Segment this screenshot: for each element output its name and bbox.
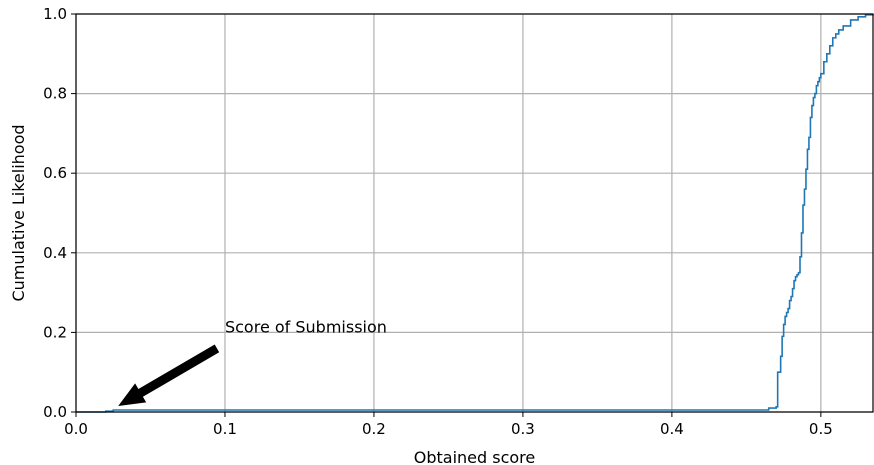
x-axis-title: Obtained score xyxy=(414,448,536,465)
annotation: Score of Submission xyxy=(118,317,387,406)
axis-ticks: 0.0 0.1 0.2 0.3 0.4 0.5 0.0 0.2 0.4 0.6 0.8 1.0 xyxy=(43,5,833,438)
x-tick-label: 0.5 xyxy=(809,420,833,438)
y-tick-label: 0.0 xyxy=(43,403,67,421)
y-tick-label: 1.0 xyxy=(43,5,67,23)
plot-frame xyxy=(75,13,874,413)
y-tick-label: 0.8 xyxy=(43,85,67,103)
x-tick-label: 0.0 xyxy=(64,420,88,438)
y-tick-label: 0.2 xyxy=(43,323,67,341)
annotation-text: Score of Submission xyxy=(225,317,387,336)
grid-lines xyxy=(75,13,873,413)
y-tick-label: 0.4 xyxy=(43,244,67,262)
y-axis-title: Cumulative Likelihood xyxy=(9,124,28,301)
y-tick-label: 0.6 xyxy=(43,164,67,182)
annotation-arrow xyxy=(118,344,220,406)
x-tick-label: 0.1 xyxy=(213,420,237,438)
cdf-line xyxy=(76,14,874,413)
x-tick-label: 0.2 xyxy=(362,420,386,438)
x-tick-label: 0.3 xyxy=(511,420,535,438)
x-tick-label: 0.4 xyxy=(660,420,684,438)
